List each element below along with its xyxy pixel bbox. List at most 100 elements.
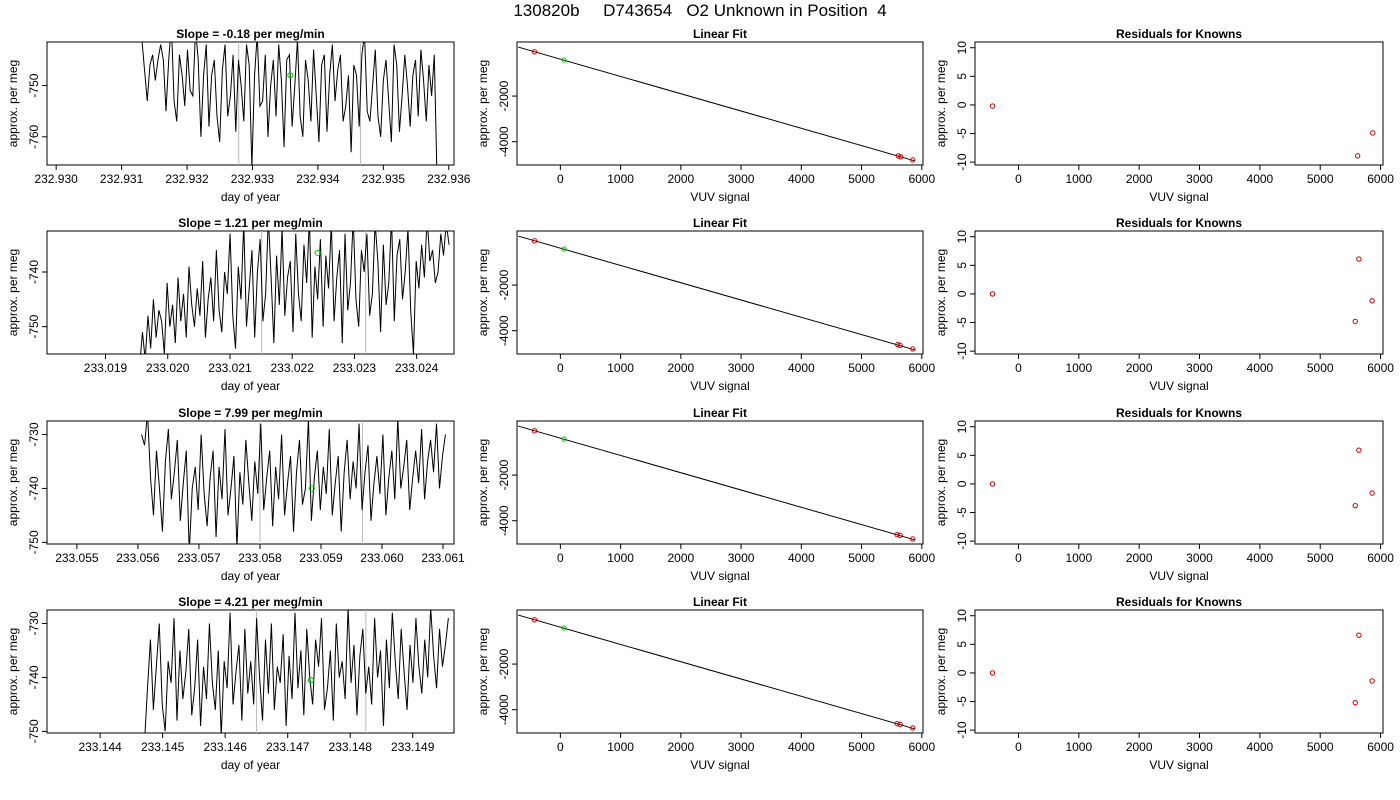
unknown-marker: [307, 677, 314, 684]
x-tick-label: 2000: [667, 361, 694, 375]
y-tick-label: -730: [27, 422, 41, 446]
x-tick-label: 233.149: [391, 740, 435, 754]
x-axis-label: VUV signal: [1149, 190, 1208, 204]
fit-line: [518, 425, 915, 541]
x-tick-label: 233.057: [177, 551, 221, 565]
x-axis-label: VUV signal: [690, 569, 749, 583]
unknown-point: [561, 625, 567, 631]
y-tick-label: -10: [955, 342, 969, 360]
y-tick-label: -750: [27, 719, 41, 743]
chart-title: Residuals for Knowns: [1116, 595, 1242, 609]
y-axis-label: approx. per meg: [934, 60, 948, 147]
known-point: [910, 536, 916, 542]
plot-area: [989, 103, 1376, 159]
x-tick-label: 6000: [908, 740, 935, 754]
x-tick-label: 6000: [908, 551, 935, 565]
x-tick-label: 2000: [1126, 172, 1153, 186]
x-tick-label: 6000: [908, 361, 935, 375]
chart-panel: Linear Fit 0 1000 2000 3000 4000 5000 6000 -4000…: [476, 595, 935, 772]
chart-panel: Residuals for Knowns 0 1000 2000 3000 4000 500…: [934, 27, 1394, 204]
x-tick-label: 232.930: [34, 172, 78, 186]
chart-panel: Residuals for Knowns 0 1000 2000 3000 4000 500…: [934, 406, 1394, 583]
x-tick-label: 5000: [848, 740, 875, 754]
x-tick-label: 5000: [1307, 172, 1334, 186]
chart-title: Residuals for Knowns: [1116, 27, 1242, 41]
unknown-point: [561, 246, 567, 252]
y-axis-label: approx. per meg: [6, 439, 20, 526]
y-tick-label: -10: [955, 721, 969, 739]
x-tick-label: 2000: [1126, 551, 1153, 565]
y-axis-label: approx. per meg: [6, 249, 20, 336]
x-tick-label: 6000: [1367, 172, 1394, 186]
plot-frame: [516, 230, 924, 355]
x-tick-label: 4000: [788, 740, 815, 754]
y-axis-label: approx. per meg: [476, 249, 490, 336]
x-tick-label: 2000: [667, 551, 694, 565]
y-tick-label: -4000: [497, 694, 511, 725]
y-axis-label: approx. per meg: [476, 60, 490, 147]
known-point: [910, 346, 916, 352]
y-tick-label: 0: [955, 480, 969, 487]
x-tick-label: 233.058: [238, 551, 282, 565]
y-tick-label: 5: [955, 641, 969, 648]
x-tick-label: 5000: [848, 172, 875, 186]
residual-point: [1352, 699, 1358, 706]
y-axis-label: approx. per meg: [476, 628, 490, 715]
x-tick-label: 1000: [607, 361, 634, 375]
x-tick-label: 1000: [1065, 172, 1092, 186]
y-tick-label: 10: [955, 230, 969, 244]
residual-point: [1356, 256, 1362, 262]
y-axis-label: approx. per meg: [6, 60, 20, 147]
x-tick-label: 3000: [1186, 361, 1213, 375]
y-tick-label: -5: [955, 128, 969, 139]
y-tick-label: 5: [955, 452, 969, 459]
x-axis-label: day of year: [221, 569, 280, 583]
x-tick-label: 3000: [1186, 551, 1213, 565]
known-point: [897, 721, 903, 728]
x-tick-label: 6000: [1367, 551, 1394, 565]
y-axis-label: approx. per meg: [934, 439, 948, 526]
x-tick-label: 233.023: [333, 361, 377, 375]
x-axis-label: day of year: [221, 190, 280, 204]
x-axis-label: VUV signal: [690, 190, 749, 204]
chart-title: Linear Fit: [693, 27, 747, 41]
plot-area: [518, 614, 916, 731]
plot-frame: [46, 41, 455, 166]
unknown-point: [561, 57, 567, 63]
x-tick-label: 232.934: [296, 172, 340, 186]
x-tick-label: 0: [557, 172, 564, 186]
y-tick-label: -5: [955, 507, 969, 518]
chart-title: Slope = -0.18 per meg/min: [176, 27, 324, 41]
fit-line: [518, 235, 915, 351]
y-tick-label: -10: [955, 153, 969, 171]
chart-title: Linear Fit: [693, 406, 747, 420]
x-axis-label: VUV signal: [1149, 569, 1208, 583]
x-tick-label: 0: [1015, 551, 1022, 565]
x-axis-label: day of year: [221, 758, 280, 772]
chart-title: Slope = 7.99 per meg/min: [178, 406, 322, 420]
x-tick-label: 6000: [1367, 740, 1394, 754]
y-tick-label: -740: [27, 260, 41, 284]
unknown-point: [561, 436, 567, 442]
known-point: [898, 154, 904, 160]
known-point: [897, 532, 903, 539]
data-trace: [144, 610, 449, 733]
plot-area: [989, 447, 1375, 509]
chart-panel: Slope = -0.18 per meg/min 232.930 232.931 2…: [6, 27, 471, 204]
x-tick-label: 1000: [607, 172, 634, 186]
x-tick-label: 2000: [1126, 740, 1153, 754]
x-tick-label: 1000: [1065, 361, 1092, 375]
residual-point: [1370, 130, 1376, 136]
chart-title: Residuals for Knowns: [1116, 216, 1242, 230]
x-tick-label: 233.020: [146, 361, 190, 375]
known-point: [895, 153, 902, 159]
y-tick-label: -4000: [497, 505, 511, 536]
x-tick-label: 233.145: [141, 740, 185, 754]
x-tick-label: 233.022: [271, 361, 315, 375]
chart-panel: Linear Fit 0 1000 2000 3000 4000 5000 6000 -4000…: [476, 27, 935, 204]
y-axis-label: approx. per meg: [6, 628, 20, 715]
x-tick-label: 5000: [1307, 551, 1334, 565]
x-tick-label: 4000: [788, 172, 815, 186]
x-tick-label: 232.932: [165, 172, 209, 186]
x-tick-label: 5000: [1307, 740, 1334, 754]
